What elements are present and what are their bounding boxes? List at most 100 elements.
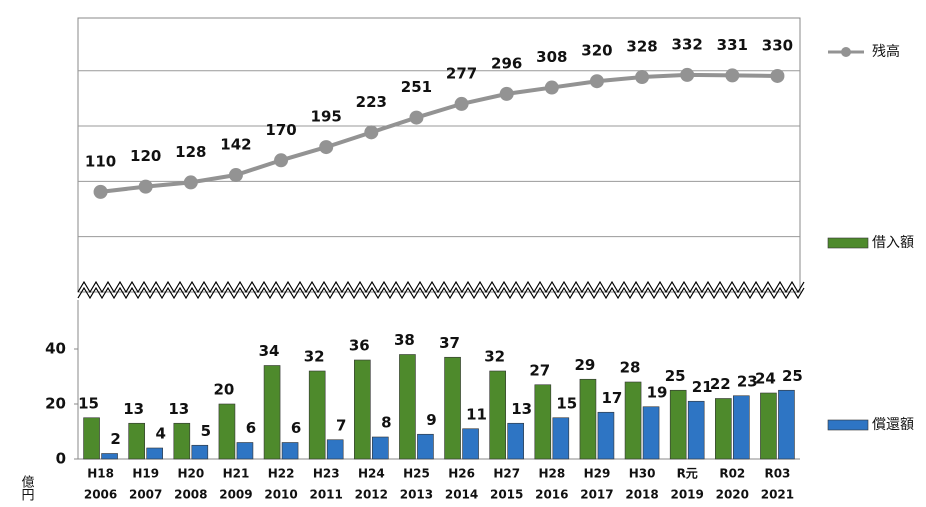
x-tick-label: R03 (764, 467, 790, 481)
x-tick-label: H24 (358, 467, 385, 481)
legend-label: 残高 (872, 43, 900, 60)
y-tick-label: 40 (45, 340, 66, 358)
legend-label: 借入額 (872, 235, 914, 251)
data-label: 7 (336, 416, 346, 434)
data-label: 25 (782, 367, 803, 385)
bar (83, 417, 100, 460)
legend-marker (841, 47, 851, 57)
x-tick-label: H25 (403, 467, 430, 481)
data-label: 170 (265, 121, 296, 139)
data-label: 5 (201, 422, 211, 440)
bar (308, 370, 326, 460)
data-label: 15 (556, 394, 577, 412)
data-label: 19 (647, 383, 668, 401)
data-label: 332 (672, 35, 703, 53)
x-tick-year: 2021 (761, 488, 794, 502)
x-tick-year: 2012 (355, 488, 388, 502)
data-label: 37 (439, 334, 460, 352)
point (589, 74, 604, 89)
bar (624, 381, 642, 460)
bar (733, 395, 750, 460)
data-label: 28 (620, 359, 641, 377)
data-label: 25 (665, 367, 686, 385)
y-tick-label: 0 (56, 450, 66, 468)
data-label: 330 (762, 36, 793, 54)
bar (417, 433, 434, 460)
data-label: 36 (349, 337, 370, 355)
data-label: 308 (536, 48, 567, 66)
x-tick-label: H26 (448, 467, 475, 481)
point (454, 96, 469, 111)
data-label: 4 (155, 425, 165, 443)
y-tick-label: 20 (45, 395, 66, 413)
data-label: 23 (737, 372, 758, 390)
bar (173, 422, 191, 460)
bar (687, 400, 705, 460)
x-tick-label: H20 (177, 467, 204, 481)
data-label: 34 (259, 342, 280, 360)
data-label: 27 (529, 361, 550, 379)
bar (715, 398, 732, 460)
data-label: 13 (123, 400, 144, 418)
x-tick-year: 2008 (174, 488, 207, 502)
axis-break (77, 280, 805, 300)
x-tick-year: 2015 (490, 488, 523, 502)
data-label: 9 (426, 411, 436, 429)
bar (372, 436, 389, 460)
data-label: 13 (168, 400, 189, 418)
bar (552, 417, 570, 460)
data-label: 110 (85, 152, 116, 170)
point (138, 179, 153, 194)
data-label: 29 (575, 356, 596, 374)
bar (101, 453, 118, 460)
bar (354, 359, 371, 460)
bar (760, 392, 777, 460)
point (228, 168, 243, 183)
point (183, 175, 198, 190)
bar (597, 411, 615, 460)
data-label: 296 (491, 54, 522, 72)
point (364, 125, 379, 140)
x-tick-year: 2010 (264, 488, 297, 502)
bar (128, 422, 145, 460)
point (274, 153, 289, 168)
data-label: 11 (466, 405, 487, 423)
bar (642, 406, 660, 460)
bar (444, 356, 461, 460)
point (770, 68, 785, 83)
x-tick-label: H29 (584, 467, 611, 481)
data-label: 195 (311, 108, 342, 126)
legend-swatch (827, 419, 869, 431)
data-label: 142 (220, 136, 251, 154)
bar (399, 354, 416, 460)
x-tick-year: 2016 (535, 488, 568, 502)
bar (534, 384, 552, 460)
point (409, 110, 424, 125)
line (100, 72, 778, 194)
x-tick-label: H22 (268, 467, 295, 481)
x-tick-label: H30 (629, 467, 656, 481)
data-label: 32 (304, 348, 325, 366)
data-label: 331 (717, 36, 748, 54)
data-label: 20 (214, 381, 235, 399)
point (635, 70, 650, 85)
x-tick-year: 2013 (400, 488, 433, 502)
bar (281, 442, 299, 460)
top-frame (77, 17, 801, 293)
data-label: 328 (626, 38, 657, 56)
bar (778, 389, 795, 460)
data-label: 17 (602, 389, 623, 407)
x-tick-year: 2007 (129, 488, 162, 502)
bar (146, 447, 163, 460)
bar (218, 403, 236, 460)
point (544, 80, 559, 95)
data-label: 38 (394, 331, 415, 349)
bar (191, 444, 209, 460)
bar (669, 389, 687, 460)
x-tick-label: H19 (132, 467, 159, 481)
data-label: 223 (356, 93, 387, 111)
x-tick-year: 2014 (445, 488, 478, 502)
x-tick-label: R元 (677, 467, 698, 481)
x-tick-year: 2009 (219, 488, 252, 502)
